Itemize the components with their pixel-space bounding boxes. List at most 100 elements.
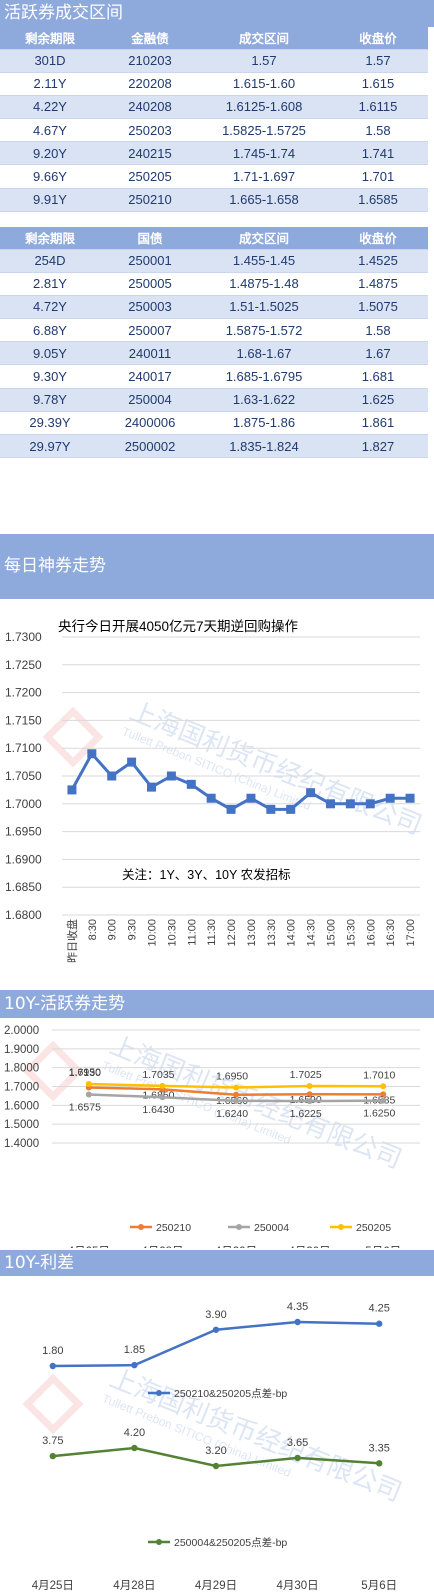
section-title-10y-spread: 10Y-利差: [0, 1250, 434, 1276]
treasury-bond-table: 剩余期限 国债 成交区间 收盘价 254D 250001 1.455-1.45 1.4525…: [0, 227, 428, 459]
x-tick-label: 4月25日: [68, 1246, 110, 1248]
data-point: [131, 1361, 138, 1369]
column-header: 成交区间: [200, 27, 328, 50]
x-tick-label: 15:00: [326, 919, 338, 947]
table-cell: 1.4875: [328, 272, 428, 296]
y-tick-label: 1.7000: [5, 797, 42, 811]
table-cell: 9.05Y: [0, 341, 100, 366]
legend-marker: [156, 1390, 162, 1396]
y-tick-label: 1.7150: [5, 713, 42, 727]
table-cell: 9.66Y: [0, 164, 100, 189]
data-label: 1.80: [42, 1345, 63, 1357]
data-point: [85, 1091, 92, 1098]
table-cell: 301D: [0, 49, 100, 73]
data-label: 1.7130: [69, 1067, 101, 1079]
data-label: 1.6250: [363, 1108, 395, 1120]
data-label: 1.6850: [142, 1089, 174, 1101]
table-row: 4.72Y 250003 1.51-1.5025 1.5075: [0, 295, 428, 320]
table-cell: 1.5875-1.572: [200, 318, 328, 343]
table-cell: 2500002: [100, 434, 200, 459]
table-cell: 4.67Y: [0, 118, 100, 143]
x-tick-label: 17:00: [405, 919, 417, 947]
x-tick-label: 4月25日: [32, 1580, 74, 1592]
y-tick-label: 1.6950: [5, 825, 42, 839]
table-cell: 1.625: [328, 388, 428, 412]
column-header: 国债: [100, 227, 200, 250]
table-cell: 2.11Y: [0, 72, 100, 96]
data-point: [127, 757, 137, 767]
table-cell: 1.455-1.45: [200, 249, 328, 273]
data-point: [233, 1091, 239, 1098]
legend-marker: [138, 1224, 144, 1230]
y-tick-label: 1.5000: [4, 1119, 39, 1131]
data-point: [85, 1081, 92, 1088]
table-cell: 250003: [100, 295, 200, 320]
y-tick-label: 1.7300: [5, 630, 42, 644]
x-tick-label: 4月30日: [289, 1246, 331, 1248]
x-tick-label: 14:00: [286, 919, 298, 947]
watermark-logo-icon: [22, 1373, 84, 1435]
data-point: [166, 771, 176, 781]
annotation-mid: 关注：1Y、3Y、10Y 农发招标: [122, 867, 291, 882]
data-point: [87, 749, 97, 759]
table-cell: 1.685-1.6795: [200, 364, 328, 389]
x-tick-label: 5月6日: [365, 1246, 401, 1248]
table-cell: 1.57: [328, 49, 428, 73]
table-cell: 1.827: [328, 434, 428, 459]
legend-label: 250004: [254, 1222, 289, 1234]
table-cell: 240011: [100, 341, 200, 366]
table-cell: 250004: [100, 388, 200, 412]
data-label: 1.7035: [142, 1069, 174, 1081]
x-tick-label: 4月30日: [277, 1580, 319, 1592]
table-cell: 250210: [100, 188, 200, 212]
data-point: [49, 1452, 56, 1460]
y-tick-label: 1.7050: [5, 769, 42, 783]
table-cell: 1.701: [328, 164, 428, 189]
table-row: 9.78Y 250004 1.63-1.622 1.625: [0, 388, 428, 412]
table-cell: 1.51-1.5025: [200, 295, 328, 320]
table-cell: 254D: [0, 249, 100, 273]
table-cell: 240215: [100, 141, 200, 166]
table-cell: 1.4875-1.48: [200, 272, 328, 296]
data-point: [306, 1091, 313, 1098]
data-point: [67, 785, 77, 795]
table-cell: 4.22Y: [0, 95, 100, 120]
data-point: [212, 1326, 220, 1333]
watermark-logo-icon: [42, 706, 104, 768]
data-label: 3.90: [205, 1309, 226, 1321]
data-point: [294, 1318, 301, 1326]
financial-bond-table: 剩余期限 金融债 成交区间 收盘价 301D 210203 1.57 1.57 2.11Y 22…: [0, 27, 428, 212]
x-tick-label: 8:30: [87, 919, 99, 940]
table-cell: 1.57: [200, 49, 328, 73]
x-tick-label: 10:30: [166, 919, 178, 947]
table-cell: 250205: [100, 164, 200, 189]
table-row: 29.39Y 2400006 1.875-1.86 1.861: [0, 411, 428, 436]
y-tick-label: 1.8000: [4, 1063, 39, 1075]
x-tick-label: 4月28日: [113, 1580, 155, 1592]
y-tick-label: 1.6900: [5, 852, 42, 866]
data-label: 3.35: [368, 1442, 389, 1454]
table-cell: 1.5825-1.5725: [200, 118, 328, 143]
data-label: 1.7025: [290, 1069, 322, 1081]
y-tick-label: 1.7000: [4, 1082, 39, 1094]
section-title-active-bonds: 活跃券成交区间: [0, 0, 434, 27]
legend-label: 250210: [156, 1222, 191, 1234]
data-label: 1.7010: [363, 1069, 395, 1081]
table-row: 4.67Y 250203 1.5825-1.5725 1.58: [0, 118, 428, 143]
table-row: 254D 250001 1.455-1.45 1.4525: [0, 249, 428, 273]
data-point: [226, 804, 236, 814]
x-tick-label: 昨日收盘: [65, 919, 79, 963]
table-cell: 1.835-1.824: [200, 434, 328, 459]
table-cell: 9.78Y: [0, 388, 100, 412]
table-row: 4.22Y 240208 1.6125-1.608 1.6115: [0, 95, 428, 120]
table-cell: 1.58: [328, 118, 428, 143]
legend-label: 250210&250205点差-bp: [174, 1387, 287, 1400]
data-point: [159, 1094, 166, 1101]
y-tick-label: 1.9000: [4, 1044, 39, 1056]
table-cell: 1.615-1.60: [200, 72, 328, 96]
table-cell: 250007: [100, 318, 200, 343]
